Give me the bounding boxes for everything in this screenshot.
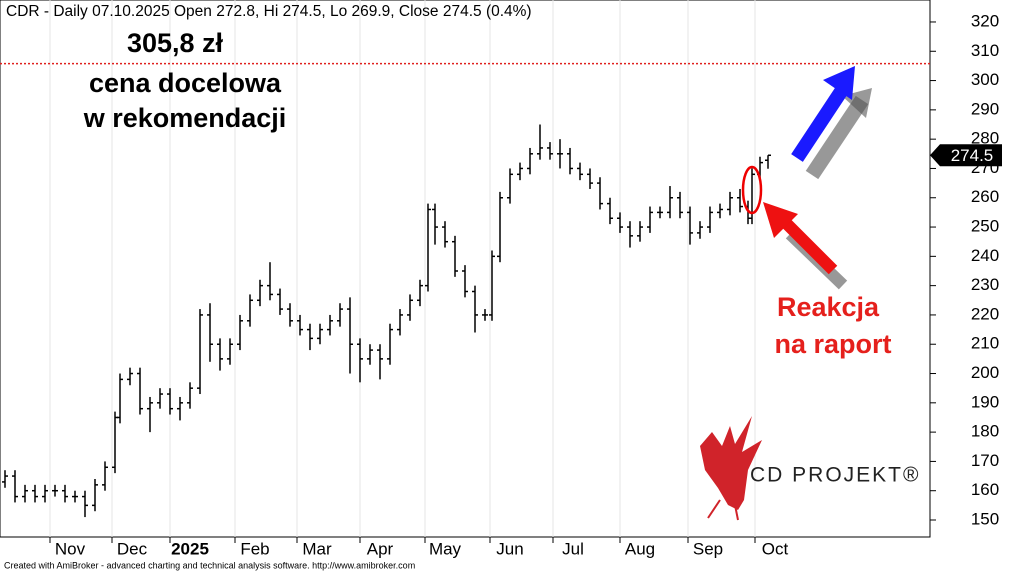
reaction-annotation: Reakcja (777, 292, 880, 322)
reaction-annotation: na raport (774, 329, 891, 359)
x-tick-label: Sep (693, 539, 723, 558)
y-tick-label: 150 (971, 509, 999, 528)
last-price-label: 274.5 (951, 146, 994, 165)
y-tick-label: 170 (971, 451, 999, 470)
y-tick-label: 240 (971, 246, 999, 265)
y-tick-label: 160 (971, 480, 999, 499)
y-tick-label: 280 (971, 129, 999, 148)
last-price-box (930, 144, 1002, 167)
y-tick-label: 190 (971, 392, 999, 411)
x-tick-label: Dec (117, 539, 148, 558)
chart-title: CDR - Daily 07.10.2025 Open 272.8, Hi 27… (6, 3, 532, 20)
annotation: w rekomendacji (83, 103, 287, 133)
target-label: 305,8 zł (127, 28, 224, 58)
marks: 1501601701801902002102202302402502602702… (0, 0, 1002, 558)
x-tick-label: Aug (625, 539, 655, 558)
y-tick-label: 180 (971, 422, 999, 441)
annotation: cena docelowa (89, 68, 282, 98)
y-tick-label: 260 (971, 187, 999, 206)
x-tick-label: Jul (562, 539, 584, 558)
x-tick-label: Oct (762, 539, 789, 558)
y-tick-label: 290 (971, 99, 999, 118)
x-tick-label: Apr (367, 539, 394, 558)
reaction-ellipse (741, 165, 763, 215)
y-tick-label: 220 (971, 304, 999, 323)
x-tick-label: May (429, 539, 462, 558)
x-tick-label: Nov (55, 539, 86, 558)
red-arrow (763, 202, 848, 290)
y-tick-label: 300 (971, 70, 999, 89)
y-tick-label: 310 (971, 41, 999, 60)
footer: Created with AmiBroker - advanced charti… (4, 560, 415, 570)
y-tick-label: 210 (971, 334, 999, 353)
logo-text: CD PROJEKT® (750, 464, 921, 487)
x-tick-label: Feb (240, 539, 269, 558)
y-tick-label: 230 (971, 275, 999, 294)
y-tick-label: 320 (971, 11, 999, 30)
blue-arrow (791, 66, 872, 180)
y-tick-label: 250 (971, 217, 999, 236)
y-tick-label: 200 (971, 363, 999, 382)
x-tick-label: Mar (302, 539, 332, 558)
logo: CD PROJEKT® (700, 416, 921, 521)
x-tick-label: 2025 (171, 539, 209, 558)
x-tick-label: Jun (496, 539, 523, 558)
